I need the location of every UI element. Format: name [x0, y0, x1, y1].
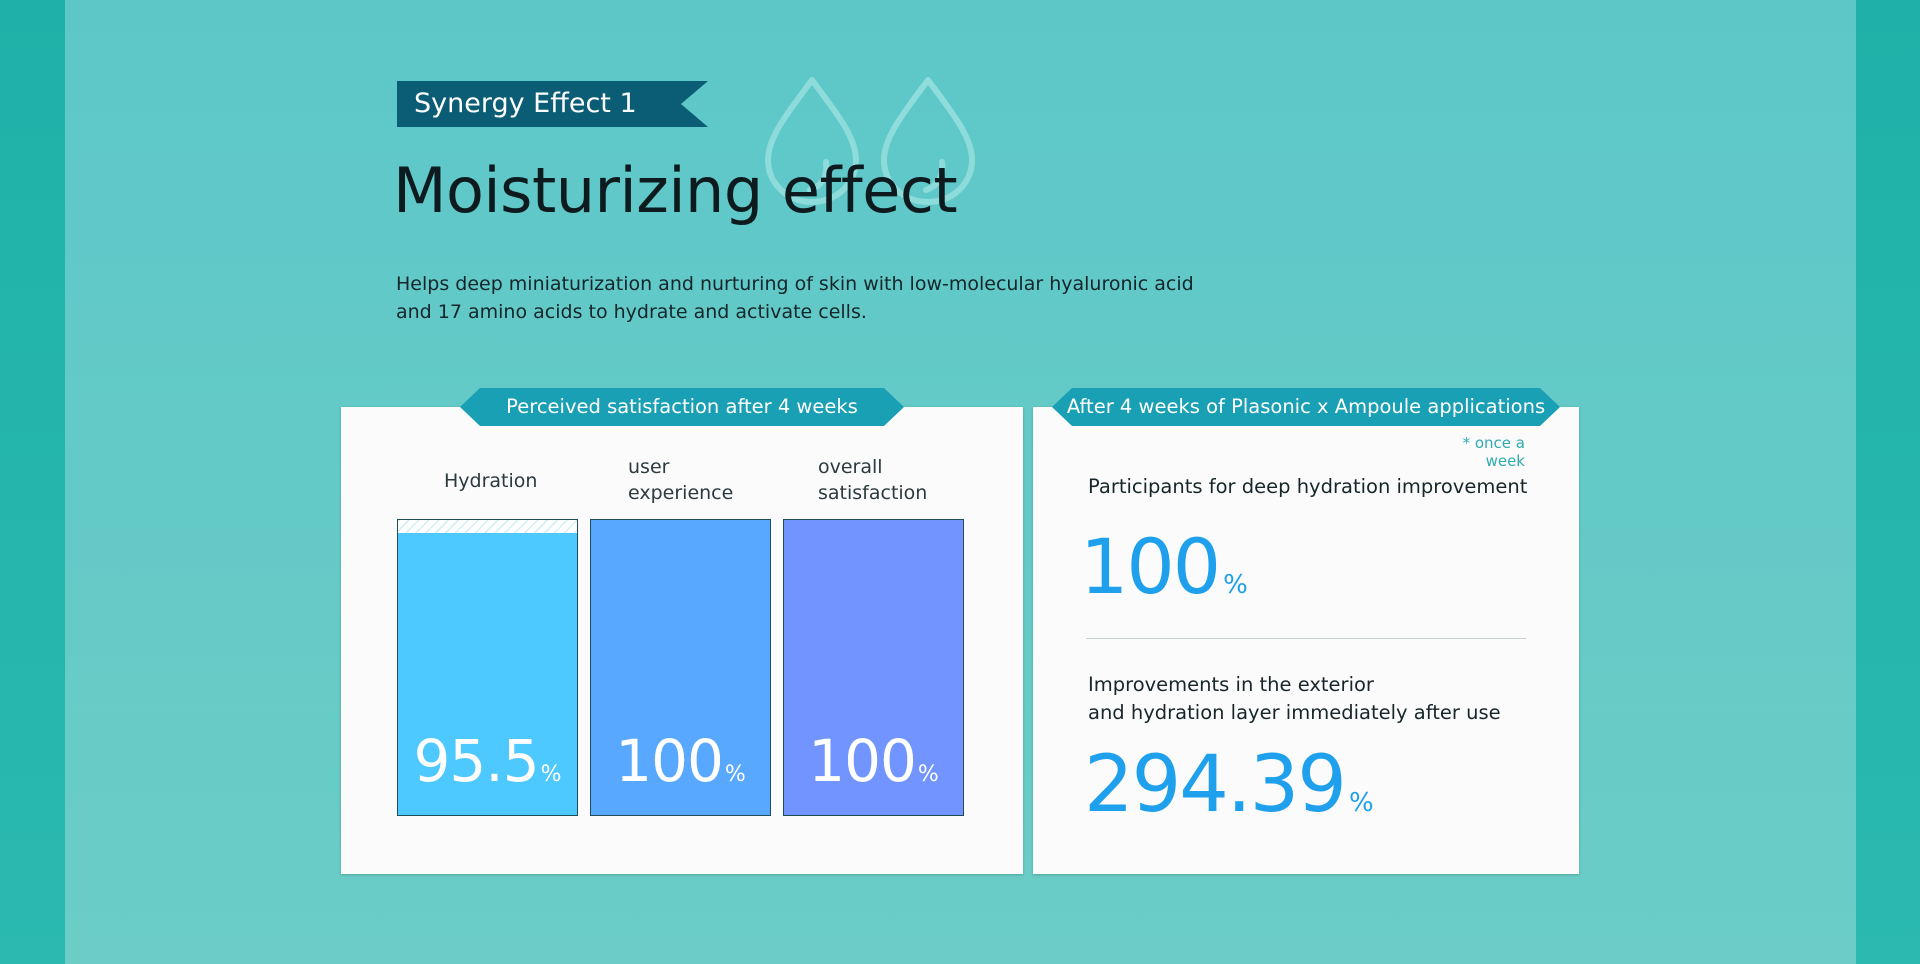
stat-value-participants: 100%: [1080, 522, 1248, 611]
category-label-user-experience: user experience: [628, 456, 734, 504]
frequency-note: * once a week: [1462, 434, 1525, 470]
bar-fill: [591, 520, 770, 815]
bar-user-experience: 100%: [590, 519, 771, 816]
stat-unit: %: [1348, 788, 1374, 818]
bar-fill: [784, 520, 963, 815]
bar-value-label: 100%: [784, 727, 963, 795]
water-drops-icon: [765, 77, 975, 205]
stat-value-improvements: 294.39%: [1084, 740, 1374, 830]
bar-unit: %: [917, 762, 939, 787]
bar-value: 100: [615, 727, 724, 795]
ribbon-shape: [397, 81, 708, 127]
bar-value-label: 100%: [591, 727, 770, 795]
bar-unit: %: [724, 762, 746, 787]
bar-value: 95.5: [413, 727, 539, 795]
bar-value: 100: [808, 727, 917, 795]
description: Helps deep miniaturization and nurturing…: [396, 273, 1194, 323]
tab-shape: [1052, 388, 1560, 426]
tab-shape: [460, 388, 904, 426]
bar-overall-satisfaction: 100%: [783, 519, 964, 816]
stat-unit: %: [1223, 570, 1248, 600]
application-tab: After 4 weeks of Plasonic x Ampoule appl…: [1052, 388, 1560, 426]
synergy-badge: Synergy Effect 1: [397, 81, 708, 127]
stat-divider: [1086, 638, 1526, 639]
satisfaction-tab-label: Perceived satisfaction after 4 weeks: [506, 395, 858, 418]
page-title: Moisturizing effect: [393, 154, 958, 227]
right-side-band: [1856, 0, 1920, 964]
stat-label-participants: Participants for deep hydration improvem…: [1088, 475, 1528, 498]
category-label-hydration: Hydration: [444, 470, 538, 492]
stat-number: 100: [1080, 522, 1221, 611]
bar-remainder: [398, 520, 577, 533]
left-side-band: [0, 0, 65, 964]
stat-number: 294.39: [1084, 740, 1347, 830]
badge-label: Synergy Effect 1: [414, 88, 637, 119]
bar-unit: %: [540, 762, 562, 787]
bar-value-label: 95.5%: [398, 727, 577, 795]
satisfaction-tab: Perceived satisfaction after 4 weeks: [460, 388, 904, 426]
application-card: [1033, 407, 1579, 874]
bar-hydration: 95.5%: [397, 519, 578, 816]
category-label-overall-satisfaction: overall satisfaction: [818, 456, 928, 504]
bar-fill: [398, 533, 577, 815]
stat-label-improvements: Improvements in the exterior and hydrati…: [1088, 673, 1501, 724]
application-tab-label: After 4 weeks of Plasonic x Ampoule appl…: [1066, 395, 1546, 418]
